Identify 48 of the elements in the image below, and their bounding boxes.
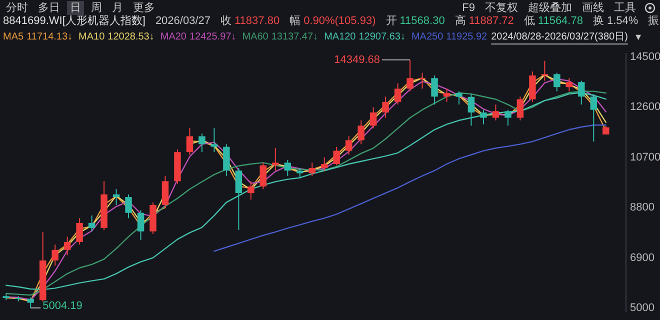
text: 11837.80 <box>234 15 280 27</box>
text: 13137.47↓ <box>271 32 318 42</box>
text: F9 <box>462 2 475 14</box>
text: 幅 <box>290 15 301 27</box>
y-tick-label: 5000 <box>630 302 654 314</box>
y-tick-label: 10700 <box>630 151 660 164</box>
y-tick-label: 14500 <box>630 50 660 63</box>
text: ▼ <box>634 32 643 42</box>
text: 振 <box>648 15 660 27</box>
text: 月 <box>112 2 123 14</box>
text: 开 <box>386 15 397 27</box>
y-tick-label: 6900 <box>630 252 654 264</box>
text: 更多 <box>133 2 155 14</box>
text: 日 <box>70 2 81 14</box>
text: 换 <box>592 15 604 27</box>
text: 11887.72 <box>468 15 514 27</box>
text: 画线 <box>582 1 604 14</box>
text: 11564.78 <box>538 15 583 27</box>
text: 2024/08/28-2026/03/27(380日) <box>491 32 628 42</box>
annotation: 14349.68 <box>334 54 380 66</box>
chart-title: 8841699.WI[人形机器人指数] <box>3 15 146 27</box>
text: MA60 <box>242 32 269 42</box>
text: 超级叠加 <box>528 1 572 14</box>
text: 12425.97↓ <box>190 32 236 42</box>
text: 1.54% <box>606 15 638 27</box>
text: 多日 <box>38 2 60 14</box>
y-tick-label: 12600 <box>630 101 660 114</box>
annotation: 5004.19 <box>42 300 82 312</box>
text: 高 <box>454 14 466 27</box>
text: 2026/03/27 <box>155 15 210 27</box>
text: 周 <box>91 2 102 14</box>
text: 低 <box>524 15 535 27</box>
text: 工具 <box>614 2 636 14</box>
text: MA120 <box>324 32 356 42</box>
text: 11925.92 <box>446 32 488 42</box>
text: MA5 <box>3 32 24 42</box>
text: 不复权 <box>485 2 518 14</box>
text: 收 <box>220 15 232 27</box>
y-tick-label: 8800 <box>630 202 654 214</box>
text: MA10 <box>78 32 106 42</box>
text: 11568.30 <box>400 15 445 27</box>
text: 11714.13↓ <box>26 32 73 42</box>
text: 12907.63↓ <box>358 32 406 42</box>
text: MA20 <box>160 32 187 42</box>
text: 分时 <box>6 1 28 14</box>
text: MA250 <box>411 32 444 42</box>
text: 0.90%(105.93) <box>304 15 376 27</box>
text: 12028.53↓ <box>108 32 154 42</box>
